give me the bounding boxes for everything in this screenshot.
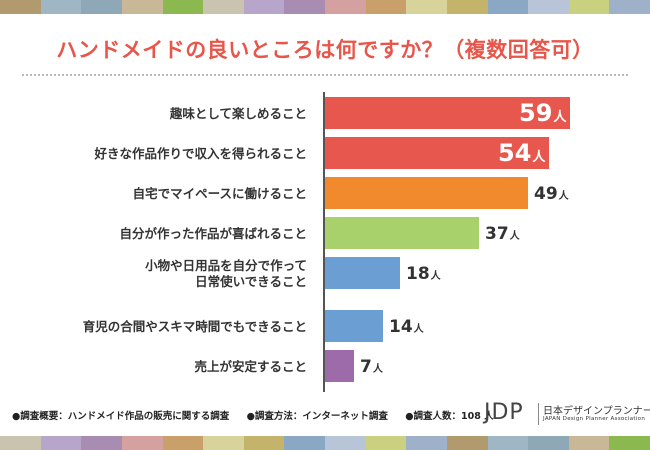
category-label-line: 趣味として楽しめること — [169, 106, 307, 121]
strip-segment — [528, 0, 569, 14]
survey-method: ●調査方法：インターネット調査 — [246, 411, 388, 422]
value-label: 54人 — [498, 141, 545, 165]
strip-segment — [325, 0, 366, 14]
value-unit: 人 — [509, 231, 520, 242]
strip-segment — [568, 0, 610, 14]
strip-segment — [203, 436, 244, 450]
logo-divider — [538, 403, 539, 425]
value-label: 7人 — [360, 359, 383, 376]
value-label: 14人 — [389, 319, 424, 336]
logo-name-jp: 日本デザインプランナー協会 — [543, 406, 650, 417]
strip-segment — [243, 436, 285, 450]
category-label-line: 売上が安定すること — [194, 359, 307, 374]
category-label-line: 自宅でマイペースに働けること — [132, 186, 307, 201]
value-label: 18人 — [406, 266, 441, 283]
category-label: 好きな作品作りで収入を得られること — [94, 146, 307, 162]
logo-mark: JDP — [484, 400, 524, 425]
category-label-line: 自分が作った作品が喜ばれること — [119, 226, 307, 241]
strip-segment — [243, 0, 285, 14]
category-label-line: 日常使いできること — [195, 274, 307, 289]
category-label: 育児の合間やスキマ時間でもできること — [83, 319, 307, 335]
strip-segment — [40, 436, 82, 450]
value-unit: 人 — [553, 110, 567, 125]
strip-segment — [406, 0, 447, 14]
strip-segment — [0, 436, 41, 450]
category-axis-line — [323, 92, 325, 392]
bar — [325, 137, 549, 169]
strip-segment — [609, 0, 650, 14]
value-number: 49 — [534, 184, 558, 204]
category-label-line: 好きな作品作りで収入を得られること — [94, 146, 307, 161]
category-label-line: 育児の合間やスキマ時間でもできること — [82, 319, 307, 334]
survey-summary: ●調査概要：ハンドメイド作品の販売に関する調査 — [12, 411, 230, 422]
bar — [325, 217, 479, 249]
top-color-strip — [0, 0, 650, 14]
category-label: 小物や日用品を自分で作って 日常使いできること — [145, 258, 307, 290]
strip-segment — [568, 436, 610, 450]
category-label: 自分が作った作品が喜ばれること — [119, 226, 307, 242]
bar — [325, 177, 528, 209]
bar — [325, 350, 354, 382]
strip-segment — [81, 0, 122, 14]
strip-segment — [406, 436, 447, 450]
value-label: 37人 — [485, 226, 520, 243]
value-number: 54 — [498, 139, 532, 167]
category-label-line: 小物や日用品を自分で作って — [145, 258, 307, 273]
value-unit: 人 — [413, 324, 424, 335]
logo-name-en: JAPAN Design Planner Association — [543, 416, 646, 422]
chart-title: ハンドメイドの良いところは何ですか？（複数回答可） — [56, 38, 594, 62]
title-divider — [22, 74, 628, 76]
category-label: 自宅でマイペースに働けること — [133, 186, 307, 202]
value-unit: 人 — [372, 364, 383, 375]
value-label: 49人 — [534, 186, 569, 203]
bar — [325, 257, 400, 289]
strip-segment — [446, 436, 488, 450]
strip-segment — [284, 436, 325, 450]
strip-segment — [0, 0, 41, 14]
survey-count: ●調査人数：108 人 — [405, 411, 494, 422]
value-label: 59人 — [519, 101, 566, 125]
value-number: 37 — [485, 224, 509, 244]
strip-segment — [487, 0, 529, 14]
strip-segment — [325, 436, 366, 450]
strip-segment — [446, 0, 488, 14]
strip-segment — [40, 0, 82, 14]
value-number: 14 — [389, 317, 413, 337]
strip-segment — [528, 436, 569, 450]
strip-segment — [162, 436, 204, 450]
value-unit: 人 — [558, 191, 569, 202]
value-number: 18 — [406, 264, 430, 284]
strip-segment — [365, 0, 407, 14]
strip-segment — [81, 436, 122, 450]
value-number: 59 — [519, 99, 553, 127]
strip-segment — [487, 436, 529, 450]
strip-segment — [121, 0, 163, 14]
strip-segment — [203, 0, 244, 14]
strip-segment — [365, 436, 407, 450]
category-label: 売上が安定すること — [194, 359, 307, 375]
strip-segment — [609, 436, 650, 450]
value-number: 7 — [360, 357, 372, 377]
value-unit: 人 — [532, 150, 546, 165]
value-unit: 人 — [430, 271, 441, 282]
bottom-color-strip — [0, 436, 650, 450]
bar — [325, 97, 570, 129]
strip-segment — [284, 0, 325, 14]
strip-segment — [121, 436, 163, 450]
strip-segment — [162, 0, 204, 14]
bar — [325, 310, 383, 342]
category-label: 趣味として楽しめること — [170, 106, 307, 122]
survey-footer: ●調査概要：ハンドメイド作品の販売に関する調査 ●調査方法：インターネット調査 … — [12, 408, 508, 422]
